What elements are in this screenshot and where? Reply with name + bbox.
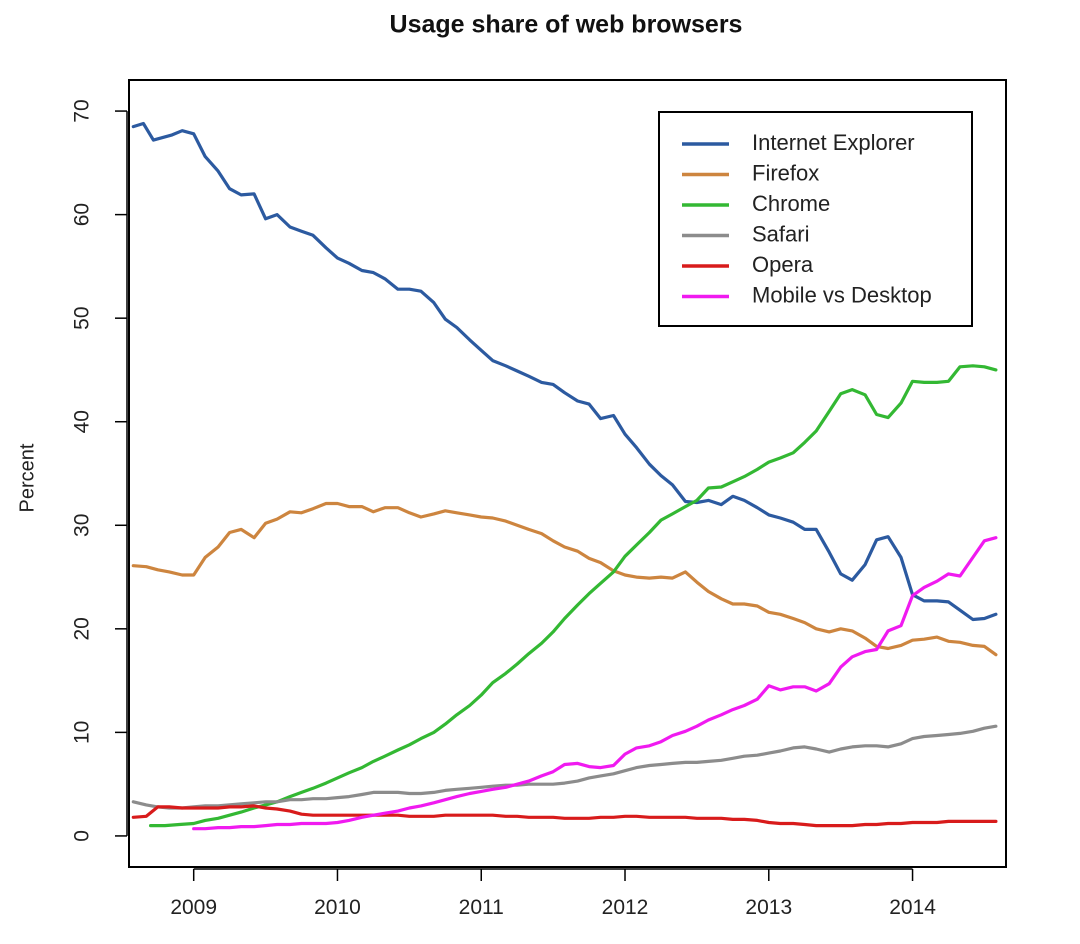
chart-title: Usage share of web browsers xyxy=(390,11,743,39)
series-layer xyxy=(131,121,998,831)
legend-label-safari: Safari xyxy=(752,221,809,246)
y-tick-label: 20 xyxy=(71,617,94,640)
x-tick-label: 2014 xyxy=(889,896,936,919)
y-tick-label: 70 xyxy=(71,99,94,122)
x-axis: 2009 2010 2011 2012 2013 2014 xyxy=(170,868,936,919)
series-line-internet-explorer xyxy=(131,121,998,622)
legend-label-mobile-vs-desktop: Mobile vs Desktop xyxy=(752,282,932,307)
y-tick-label: 0 xyxy=(71,830,94,842)
series-line-firefox xyxy=(131,501,998,657)
series-line-mobile-vs-desktop xyxy=(192,536,998,831)
legend-label-chrome: Chrome xyxy=(752,191,830,216)
y-tick-label: 60 xyxy=(71,203,94,226)
y-axis-label: Percent xyxy=(16,443,38,512)
x-tick-label: 2010 xyxy=(314,896,361,919)
legend-label-internet-explorer: Internet Explorer xyxy=(752,130,915,155)
series-line-chrome xyxy=(149,364,998,828)
x-tick-label: 2011 xyxy=(459,896,504,919)
legend-label-opera: Opera xyxy=(752,252,814,277)
plot-frame xyxy=(128,79,1007,868)
y-tick-label: 30 xyxy=(71,514,94,537)
series-line-opera xyxy=(131,804,998,828)
series-line-safari xyxy=(131,724,998,810)
legend-box xyxy=(658,111,973,327)
x-tick-label: 2013 xyxy=(745,896,792,919)
x-tick-label: 2012 xyxy=(602,896,649,919)
y-axis: 0 10 20 30 40 50 60 70 xyxy=(71,99,128,842)
y-tick-label: 10 xyxy=(71,721,94,744)
y-tick-label: 50 xyxy=(71,306,94,329)
legend-label-firefox: Firefox xyxy=(752,160,819,185)
x-tick-label: 2009 xyxy=(170,896,217,919)
legend: Internet Explorer Firefox Chrome Safari Oper… xyxy=(658,111,973,327)
y-tick-label: 40 xyxy=(71,410,94,433)
